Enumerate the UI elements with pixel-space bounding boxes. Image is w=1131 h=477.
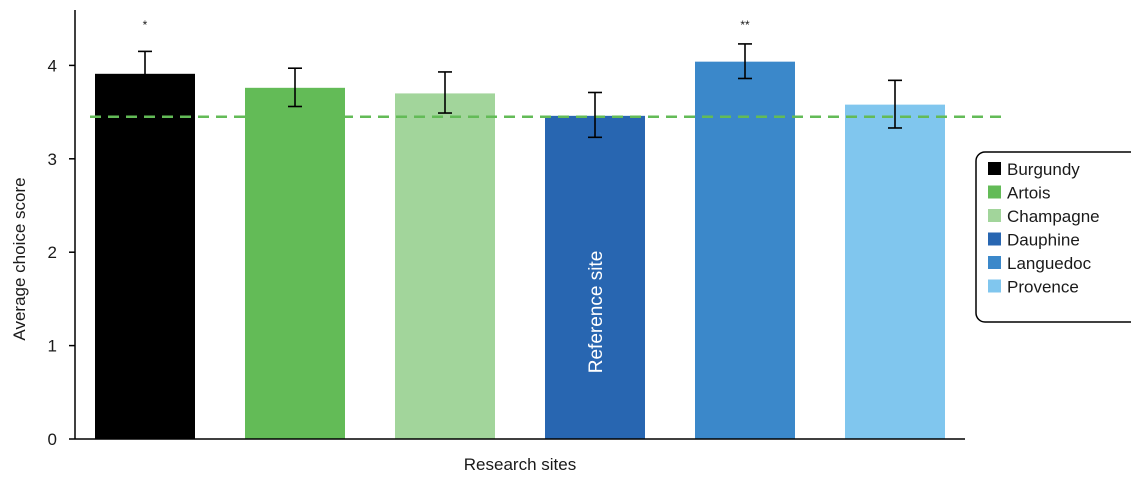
bar-champagne (395, 93, 495, 440)
legend-label-artois: Artois (1007, 184, 1050, 203)
bar-languedoc (695, 61, 795, 439)
y-axis-title: Average choice score (10, 177, 29, 340)
bar-burgundy (95, 73, 195, 439)
legend-swatch-artois (988, 185, 1001, 199)
x-axis-title: Research sites (464, 455, 576, 474)
y-tick-label-0: 0 (48, 430, 57, 449)
bar-provence (845, 104, 945, 440)
bar-annotation-dauphine: Reference site (586, 251, 607, 374)
legend-swatch-languedoc (988, 256, 1001, 269)
significance-languedoc: ** (740, 18, 750, 32)
significance-burgundy: * (143, 18, 148, 32)
y-tick-label-4: 4 (48, 56, 57, 75)
legend-swatch-burgundy (988, 162, 1001, 175)
legend-box (975, 151, 1131, 323)
legend: Burgundy Artois Champagne Dauphine Languedoc… (975, 151, 1131, 323)
bar-dauphine (545, 115, 645, 439)
y-tick-label-1: 1 (48, 337, 57, 356)
legend-label-languedoc: Languedoc (1007, 254, 1092, 273)
legend-swatch-dauphine (988, 232, 1001, 246)
bar-artois (245, 87, 345, 439)
legend-label-champagne: Champagne (1007, 207, 1100, 226)
legend-label-burgundy: Burgundy (1007, 160, 1080, 179)
y-tick-label-2: 2 (48, 243, 57, 262)
legend-label-dauphine: Dauphine (1007, 231, 1080, 250)
legend-swatch-champagne (988, 209, 1001, 222)
y-tick-label-3: 3 (48, 150, 57, 169)
legend-swatch-provence (988, 279, 1001, 293)
legend-label-provence: Provence (1007, 278, 1079, 297)
